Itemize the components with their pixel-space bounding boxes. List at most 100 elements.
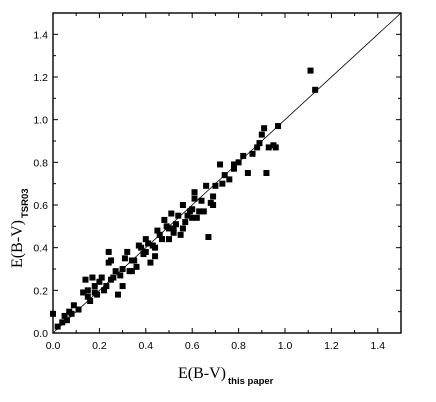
data-point <box>121 255 128 262</box>
data-point <box>196 208 203 215</box>
data-point <box>272 144 279 151</box>
data-points <box>50 67 319 330</box>
data-point <box>91 283 98 290</box>
data-point <box>156 231 163 238</box>
data-point <box>254 144 261 151</box>
data-point <box>166 236 172 243</box>
data-point <box>249 150 256 157</box>
data-point <box>142 236 149 243</box>
data-point <box>193 214 200 221</box>
data-point <box>159 236 166 243</box>
data-point <box>59 319 66 326</box>
x-axis-title-main: E(B-V) <box>178 365 226 382</box>
data-point <box>98 274 105 281</box>
y-tick-label: 0.4 <box>33 243 48 255</box>
data-point <box>68 310 75 317</box>
y-axis-title: E(B-V) TSR03 <box>9 188 31 268</box>
data-point <box>84 287 91 294</box>
y-tick-label: 0.2 <box>33 285 48 297</box>
data-point <box>179 225 186 232</box>
data-point <box>108 257 114 264</box>
data-point <box>70 302 77 309</box>
data-point <box>101 287 108 294</box>
data-point <box>63 317 70 324</box>
x-tick-label: 0.4 <box>138 340 153 352</box>
data-point <box>89 274 96 281</box>
data-point <box>154 227 161 234</box>
data-point <box>263 170 270 176</box>
data-point <box>191 189 198 196</box>
data-point <box>133 263 140 270</box>
plot-frame <box>52 12 402 334</box>
x-tick-label: 0.6 <box>185 340 200 352</box>
data-point <box>119 283 126 290</box>
data-point <box>124 248 131 255</box>
data-point <box>226 176 233 183</box>
data-point <box>230 165 237 172</box>
data-point <box>54 323 61 330</box>
data-point <box>112 268 119 275</box>
data-point <box>235 159 242 166</box>
data-point <box>184 212 191 219</box>
data-point <box>182 219 189 226</box>
data-point <box>166 225 172 232</box>
data-point <box>177 231 184 238</box>
data-point <box>189 206 196 213</box>
data-point <box>212 182 219 189</box>
data-point <box>117 272 124 279</box>
data-point <box>145 240 152 247</box>
data-point <box>230 161 237 168</box>
axis-tick-labels: 0.0 0.2 0.4 0.6 0.8 1.0 1.2 1.4 0.0 0.2 0.4 0.6 0.8 1… <box>33 29 385 352</box>
y-tick-label: 1.2 <box>33 72 48 84</box>
y-axis-title-sub: TSR03 <box>20 188 31 218</box>
data-point <box>131 257 138 264</box>
data-point <box>114 291 121 298</box>
data-point <box>198 197 205 204</box>
data-point <box>84 293 91 300</box>
data-point <box>256 140 263 147</box>
data-point <box>87 298 94 304</box>
data-point <box>219 180 226 187</box>
data-point <box>172 221 179 228</box>
data-point <box>175 212 182 219</box>
data-point <box>152 253 159 260</box>
y-tick-label: 0.8 <box>33 157 48 169</box>
data-point <box>161 216 168 223</box>
data-point <box>189 214 196 221</box>
y-axis-title-main: E(B-V) <box>9 220 26 268</box>
x-tick-label: 0.2 <box>92 340 107 352</box>
data-point <box>128 268 135 275</box>
x-axis-title: E(B-V) this paper <box>178 365 274 387</box>
x-tick-label: 1.2 <box>324 340 339 352</box>
x-tick-label: 1.0 <box>278 340 293 352</box>
data-point <box>244 170 251 176</box>
data-point <box>103 283 110 290</box>
data-point <box>275 123 282 130</box>
data-point <box>179 202 186 208</box>
data-point <box>170 225 177 232</box>
data-point <box>205 234 212 240</box>
data-point <box>110 274 117 281</box>
data-point <box>312 86 319 93</box>
data-point <box>200 208 207 215</box>
data-point <box>75 306 82 313</box>
data-point <box>191 195 198 202</box>
data-point <box>210 202 217 208</box>
x-tick-label: 0.0 <box>46 340 61 352</box>
data-point <box>105 248 112 255</box>
data-point <box>80 289 87 296</box>
x-axis-title-sub: this paper <box>228 376 274 387</box>
data-point <box>168 210 175 217</box>
data-point <box>142 248 149 255</box>
data-point <box>119 266 126 272</box>
y-tick-label: 0.6 <box>33 200 48 212</box>
data-point <box>307 67 314 74</box>
data-point <box>170 229 177 236</box>
data-point <box>240 152 247 159</box>
y-tick-label: 1.0 <box>33 115 48 127</box>
data-point <box>261 125 268 132</box>
x-tick-label: 0.8 <box>231 340 246 352</box>
data-point <box>203 182 210 189</box>
data-point <box>61 312 68 319</box>
